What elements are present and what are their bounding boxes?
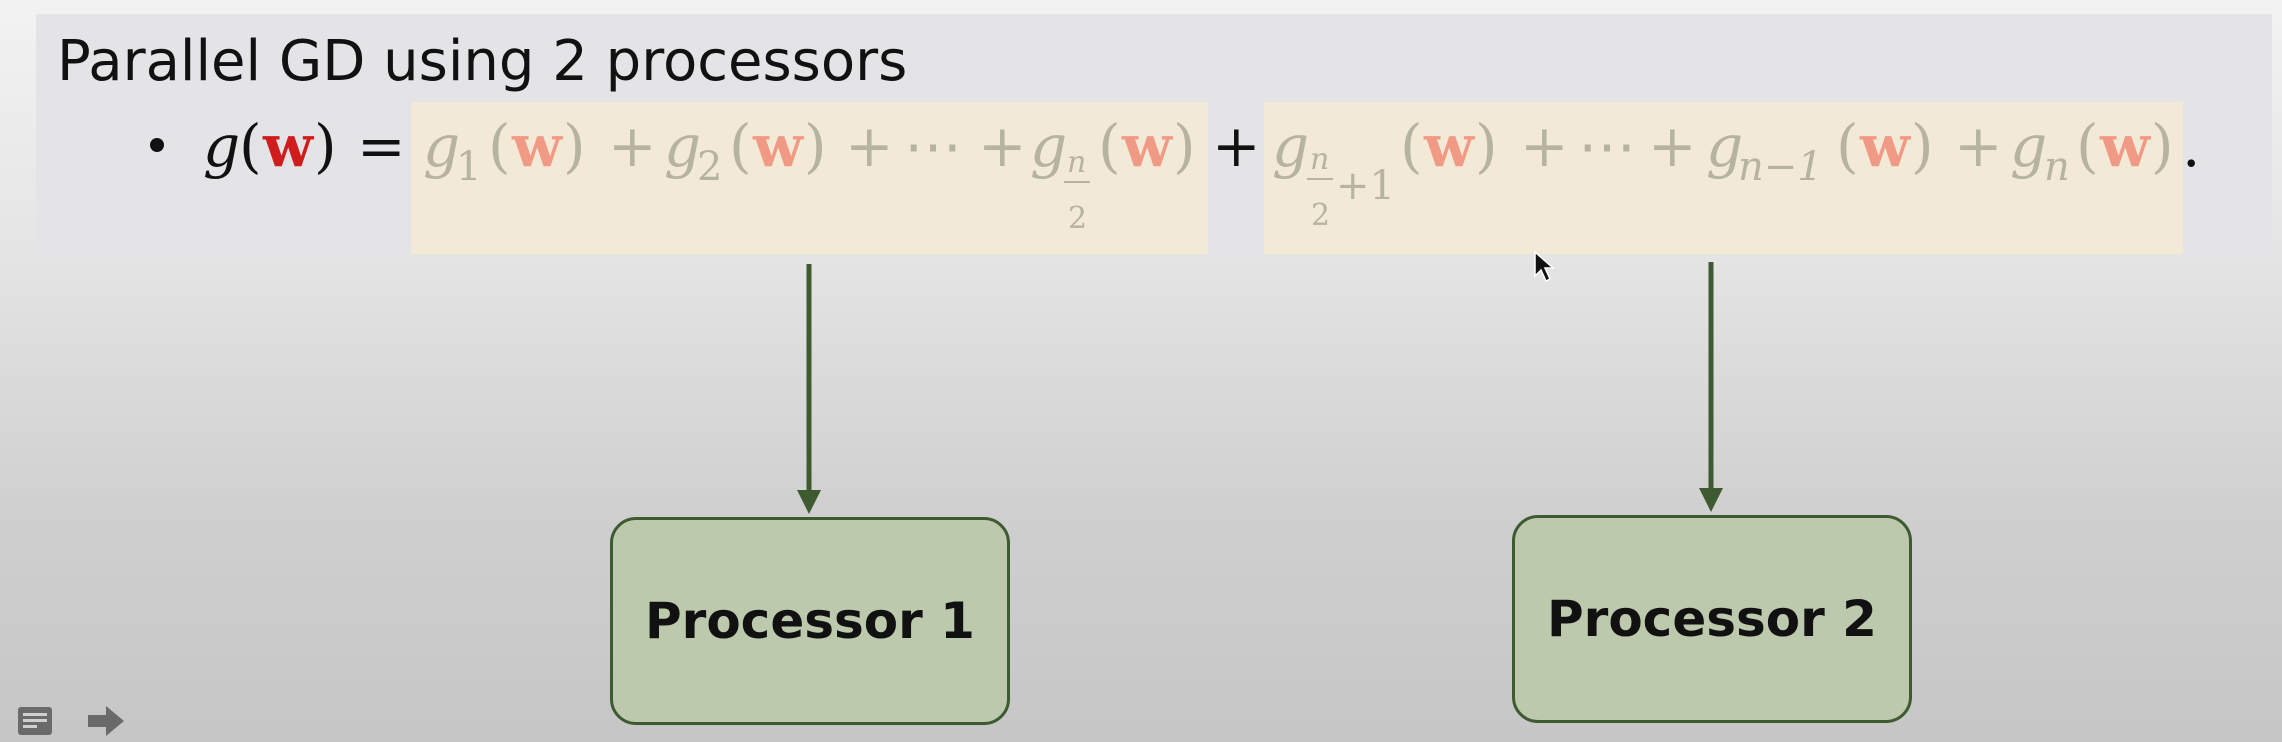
eq-gn-w: w [2100, 112, 2150, 180]
eq-gn2: g [1030, 112, 1068, 180]
eq-period: . [2182, 112, 2201, 180]
eq-lhs-lparen: ( [239, 112, 262, 180]
eq-gnm1-lparen: ( [1836, 112, 1859, 180]
eq-g1-rparen: ) [563, 112, 586, 180]
eq-dots-2: ⋯ [1578, 112, 1636, 180]
eq-equals: = [357, 112, 406, 180]
eq-gn-lparen: ( [2076, 112, 2099, 180]
arrow-to-processor-1 [797, 264, 821, 514]
eq-gnm1-sub: n−1 [1738, 144, 1823, 190]
next-arrow-icon[interactable] [86, 704, 126, 738]
arrow-to-processor-2 [1699, 262, 1723, 512]
highlight-processor-1-terms [411, 102, 1208, 254]
eq-g2-lparen: ( [729, 112, 752, 180]
slide-title: Parallel GD using 2 processors [57, 29, 908, 94]
eq-plus-5: + [1648, 112, 1697, 180]
eq-gn2-rparen: ) [1173, 112, 1196, 180]
eq-plus-middle: + [1212, 112, 1261, 180]
eq-gn-rparen: ) [2151, 112, 2174, 180]
eq-gnm1-w: w [1860, 112, 1910, 180]
bullet [150, 138, 164, 152]
processor-1-box: Processor 1 [610, 517, 1010, 725]
eq-gn2-frac-num: n [1067, 145, 1087, 180]
eq-gn2p1-frac-bar [1307, 178, 1333, 180]
eq-gn2p1-rparen: ) [1475, 112, 1498, 180]
eq-gn2p1-frac-den: 2 [1311, 198, 1331, 233]
processor-1-label: Processor 1 [645, 592, 975, 650]
processor-2-label: Processor 2 [1547, 590, 1877, 648]
eq-g1: g [423, 112, 461, 180]
eq-gnm1-rparen: ) [1911, 112, 1934, 180]
eq-g1-lparen: ( [488, 112, 511, 180]
eq-gn2p1-frac-num: n [1310, 142, 1330, 177]
eq-g2-sub: 2 [697, 144, 723, 190]
eq-gn2-frac-den: 2 [1068, 201, 1088, 236]
eq-gn2p1-lparen: ( [1400, 112, 1423, 180]
processor-2-box: Processor 2 [1512, 515, 1912, 723]
eq-dots-1: ⋯ [904, 112, 962, 180]
eq-plus-2: + [845, 112, 894, 180]
eq-gn: g [2010, 112, 2048, 180]
eq-lhs-rparen: ) [314, 112, 337, 180]
eq-g1-sub: 1 [456, 144, 482, 190]
eq-gn2p1-plus-one: +1 [1336, 163, 1395, 209]
eq-g2-w: w [753, 112, 803, 180]
mouse-cursor-icon [1534, 250, 1555, 283]
eq-lhs-w: w [263, 112, 313, 180]
highlight-processor-2-terms [1264, 102, 2183, 254]
eq-gn2-frac-bar [1064, 181, 1090, 183]
eq-gn2-lparen: ( [1098, 112, 1121, 180]
eq-plus-6: + [1954, 112, 2003, 180]
eq-gn2-w: w [1122, 112, 1172, 180]
eq-gnm1: g [1706, 112, 1744, 180]
eq-gn2p1-w: w [1424, 112, 1474, 180]
eq-lhs-g: g [203, 112, 241, 180]
notes-icon[interactable] [16, 704, 56, 738]
eq-g2-rparen: ) [804, 112, 827, 180]
eq-g1-w: w [512, 112, 562, 180]
eq-gn2p1: g [1272, 112, 1310, 180]
eq-plus-3: + [978, 112, 1027, 180]
eq-g2: g [664, 112, 702, 180]
eq-plus-1: + [608, 112, 657, 180]
eq-plus-4: + [1520, 112, 1569, 180]
eq-gn-sub: n [2044, 144, 2070, 190]
